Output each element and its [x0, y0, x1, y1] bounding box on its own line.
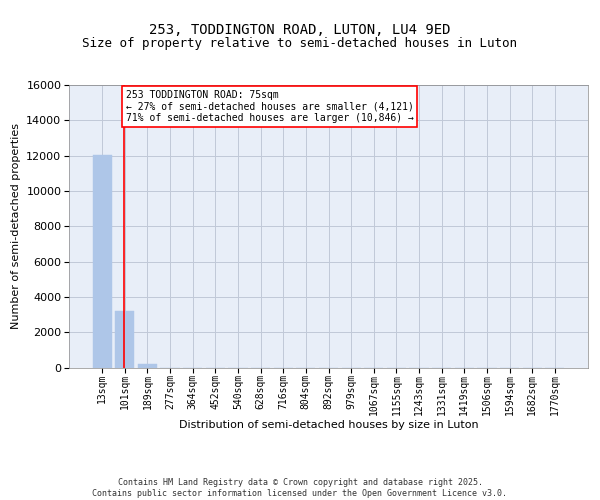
Text: Size of property relative to semi-detached houses in Luton: Size of property relative to semi-detach…	[83, 38, 517, 51]
Bar	[115, 311, 134, 368]
Text: 253 TODDINGTON ROAD: 75sqm
← 27% of semi-detached houses are smaller (4,121)
71%: 253 TODDINGTON ROAD: 75sqm ← 27% of semi…	[125, 90, 413, 124]
Text: 253, TODDINGTON ROAD, LUTON, LU4 9ED: 253, TODDINGTON ROAD, LUTON, LU4 9ED	[149, 22, 451, 36]
Y-axis label: Number of semi-detached properties: Number of semi-detached properties	[11, 123, 20, 329]
Bar	[138, 364, 157, 368]
Text: Contains HM Land Registry data © Crown copyright and database right 2025.
Contai: Contains HM Land Registry data © Crown c…	[92, 478, 508, 498]
Bar	[92, 154, 112, 368]
X-axis label: Distribution of semi-detached houses by size in Luton: Distribution of semi-detached houses by …	[179, 420, 478, 430]
